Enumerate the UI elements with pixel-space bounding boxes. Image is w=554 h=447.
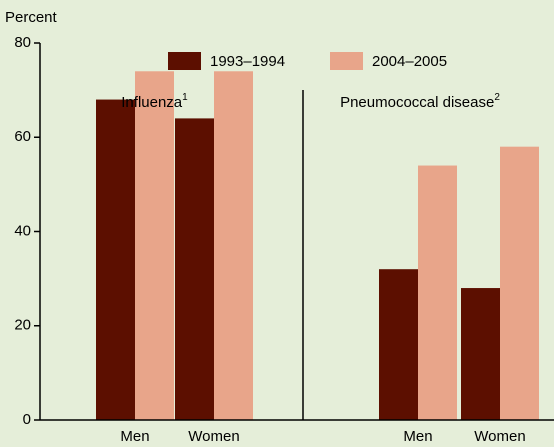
- panel-note: 1: [182, 92, 188, 103]
- x-tick-label: Men: [120, 428, 149, 445]
- y-tick-label: 80: [14, 34, 31, 51]
- y-tick-label: 60: [14, 128, 31, 145]
- y-tick-label: 40: [14, 222, 31, 239]
- legend-swatch: [168, 52, 201, 70]
- y-axis-label: Percent: [5, 9, 58, 26]
- bar: [175, 118, 214, 421]
- x-tick-label: Men: [403, 428, 432, 445]
- legend-swatch: [330, 52, 363, 70]
- panel-note: 2: [494, 92, 500, 103]
- y-tick-label: 20: [14, 317, 31, 334]
- legend-label: 2004–2005: [372, 53, 447, 70]
- panel-label: Influenza1: [121, 92, 188, 111]
- bar: [500, 146, 539, 421]
- panel-title: Pneumococcal disease: [340, 94, 494, 111]
- bar: [461, 288, 500, 420]
- legend-label: 1993–1994: [210, 53, 285, 70]
- panel-title: Influenza: [121, 94, 183, 111]
- x-tick-label: Women: [188, 428, 239, 445]
- bar: [379, 269, 418, 420]
- panel-label: Pneumococcal disease2: [340, 92, 500, 111]
- y-tick-label: 0: [23, 411, 31, 428]
- bar: [418, 165, 457, 420]
- bar: [135, 71, 174, 421]
- x-tick-label: Women: [474, 428, 525, 445]
- bar: [96, 99, 135, 421]
- bar: [214, 71, 253, 421]
